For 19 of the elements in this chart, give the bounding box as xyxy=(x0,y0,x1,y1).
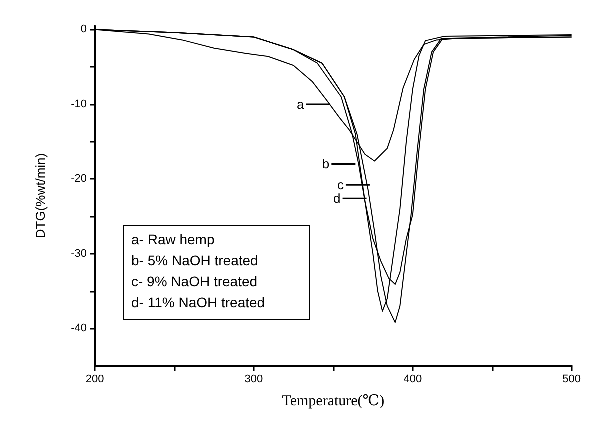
x-tick-label: 500 xyxy=(562,374,582,386)
y-tick-label: -20 xyxy=(71,173,87,186)
y-tick-label: -30 xyxy=(71,248,87,260)
x-tick-label: 300 xyxy=(244,374,264,386)
annotation: d- 11% NaOH treated xyxy=(132,294,266,310)
y-axis-title: DTG(%wt/min) xyxy=(33,153,48,239)
annotation: c- 9% NaOH treated xyxy=(132,274,258,290)
annotation: c xyxy=(337,178,344,193)
annotation: b xyxy=(322,156,330,172)
annotation: d xyxy=(334,191,341,206)
y-tick-label: -40 xyxy=(71,322,87,335)
x-axis-title: Temperature(℃) xyxy=(282,394,385,410)
x-tick-label: 200 xyxy=(86,374,104,386)
annotation: a- Raw hemp xyxy=(132,232,215,248)
y-tick-label: -10 xyxy=(71,98,87,110)
annotation: b- 5% NaOH treated xyxy=(132,252,258,268)
annotation: a xyxy=(297,96,305,112)
y-tick-label: 0 xyxy=(80,24,87,36)
x-tick-label: 400 xyxy=(404,374,422,386)
